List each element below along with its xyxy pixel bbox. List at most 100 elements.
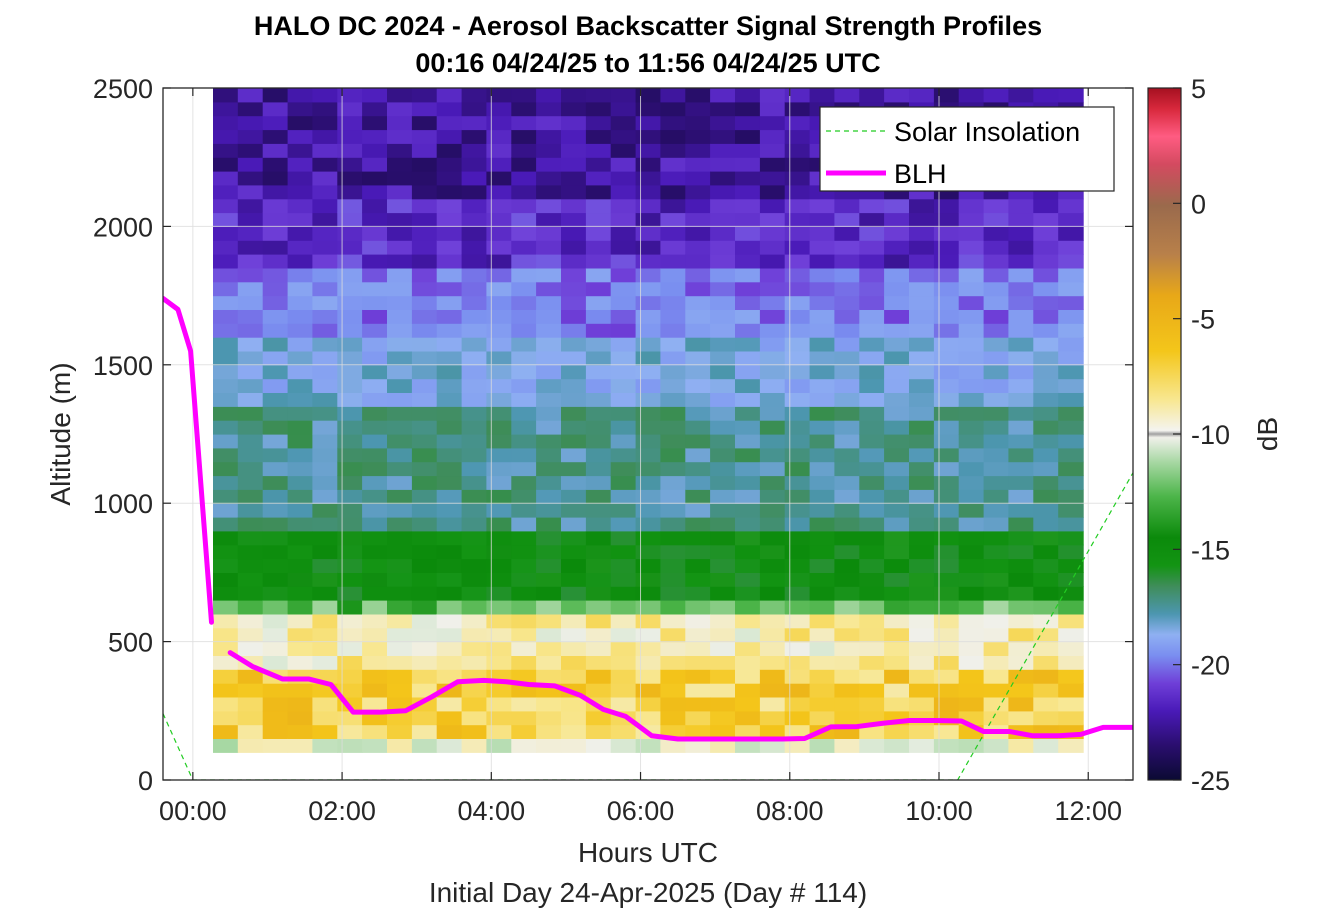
heatmap-cell (660, 600, 686, 615)
heatmap-cell (884, 586, 910, 601)
heatmap-cell (511, 420, 537, 435)
heatmap-cell (784, 738, 811, 753)
heatmap-cell (660, 558, 686, 573)
heatmap-cell (1058, 738, 1084, 753)
heatmap-cell (486, 600, 512, 615)
heatmap-cell (461, 364, 488, 380)
heatmap-cell (660, 171, 686, 186)
heatmap-cell (262, 447, 289, 463)
heatmap-cell (1058, 544, 1084, 560)
heatmap-cell (958, 503, 985, 518)
heatmap-cell (610, 157, 637, 172)
heatmap-cell (213, 171, 239, 186)
heatmap-cell (237, 517, 264, 532)
heatmap-cell (561, 129, 587, 144)
heatmap-cell (685, 351, 711, 366)
heatmap-cell (362, 517, 388, 532)
heatmap-cell (337, 143, 363, 158)
heatmap-cell (461, 697, 488, 712)
heatmap-cell (561, 88, 587, 103)
heatmap-cell (983, 267, 1010, 283)
heatmap-cell (635, 184, 662, 200)
heatmap-cell (237, 475, 264, 490)
heatmap-cell (411, 129, 438, 144)
heatmap-cell (834, 475, 860, 490)
heatmap-cell (1058, 655, 1084, 670)
heatmap-cell (486, 420, 512, 435)
heatmap-cell (685, 129, 711, 144)
heatmap-cell (610, 392, 637, 407)
heatmap-cell (511, 627, 537, 643)
heatmap-cell (834, 88, 860, 103)
heatmap-cell (387, 171, 413, 186)
heatmap-cell (660, 281, 686, 297)
heatmap-cell (958, 558, 985, 573)
heatmap-cell (486, 392, 512, 407)
heatmap-cell (362, 572, 388, 587)
heatmap-cell (784, 351, 811, 366)
heatmap-cell (561, 420, 587, 435)
heatmap-cell (461, 323, 488, 338)
heatmap-cell (933, 489, 960, 504)
heatmap-cell (759, 655, 786, 670)
heatmap-cell (262, 655, 289, 670)
heatmap-cell (884, 530, 910, 546)
heatmap-cell (461, 600, 488, 615)
heatmap-cell (784, 392, 811, 407)
heatmap-cell (411, 586, 438, 601)
heatmap-cell (1033, 392, 1059, 407)
heatmap-cell (262, 517, 289, 532)
heatmap-cell (536, 669, 562, 684)
heatmap-cell (1033, 572, 1059, 587)
heatmap-cell (834, 378, 860, 393)
heatmap-cell (411, 683, 438, 698)
heatmap-cell (287, 434, 314, 449)
heatmap-cell (486, 143, 512, 158)
heatmap-cell (710, 281, 736, 297)
heatmap-cell (411, 337, 438, 352)
heatmap-cell (759, 406, 786, 421)
heatmap-cell (909, 641, 935, 656)
heatmap-cell (337, 641, 363, 656)
heatmap-cell (312, 517, 338, 532)
heatmap-cell (660, 655, 686, 670)
heatmap-cell (436, 143, 463, 158)
heatmap-cell (337, 184, 363, 200)
heatmap-cell (759, 544, 786, 560)
chart-title: HALO DC 2024 - Aerosol Backscatter Signa… (254, 11, 1042, 41)
heatmap-cell (1058, 309, 1084, 324)
heatmap-cell (287, 641, 314, 656)
heatmap-cell (884, 669, 910, 684)
heatmap-cell (909, 88, 935, 103)
heatmap-cell (411, 198, 438, 214)
heatmap-cell (834, 461, 860, 477)
heatmap-cell (660, 254, 686, 269)
heatmap-cell (735, 544, 761, 560)
heatmap-cell (312, 558, 338, 573)
heatmap-cell (511, 184, 537, 200)
heatmap-cell (660, 434, 686, 449)
heatmap-cell (784, 212, 811, 227)
heatmap-cell (610, 655, 637, 670)
heatmap-cell (387, 530, 413, 546)
heatmap-cell (511, 406, 537, 421)
heatmap-cell (486, 641, 512, 656)
heatmap-cell (1058, 613, 1084, 629)
heatmap-cell (486, 503, 512, 518)
heatmap-cell (958, 198, 985, 214)
heatmap-cell (1008, 697, 1034, 712)
heatmap-cell (337, 517, 363, 532)
heatmap-cell (759, 669, 786, 684)
heatmap-cell (561, 240, 587, 255)
heatmap-cell (536, 378, 562, 393)
heatmap-cell (859, 655, 885, 670)
heatmap-cell (213, 655, 239, 670)
heatmap-cell (411, 503, 438, 518)
heatmap-cell (312, 267, 338, 283)
heatmap-cell (213, 544, 239, 560)
heatmap-cell (809, 641, 836, 656)
heatmap-cell (1058, 710, 1084, 726)
heatmap-cell (585, 489, 612, 504)
heatmap-cell (685, 738, 711, 753)
